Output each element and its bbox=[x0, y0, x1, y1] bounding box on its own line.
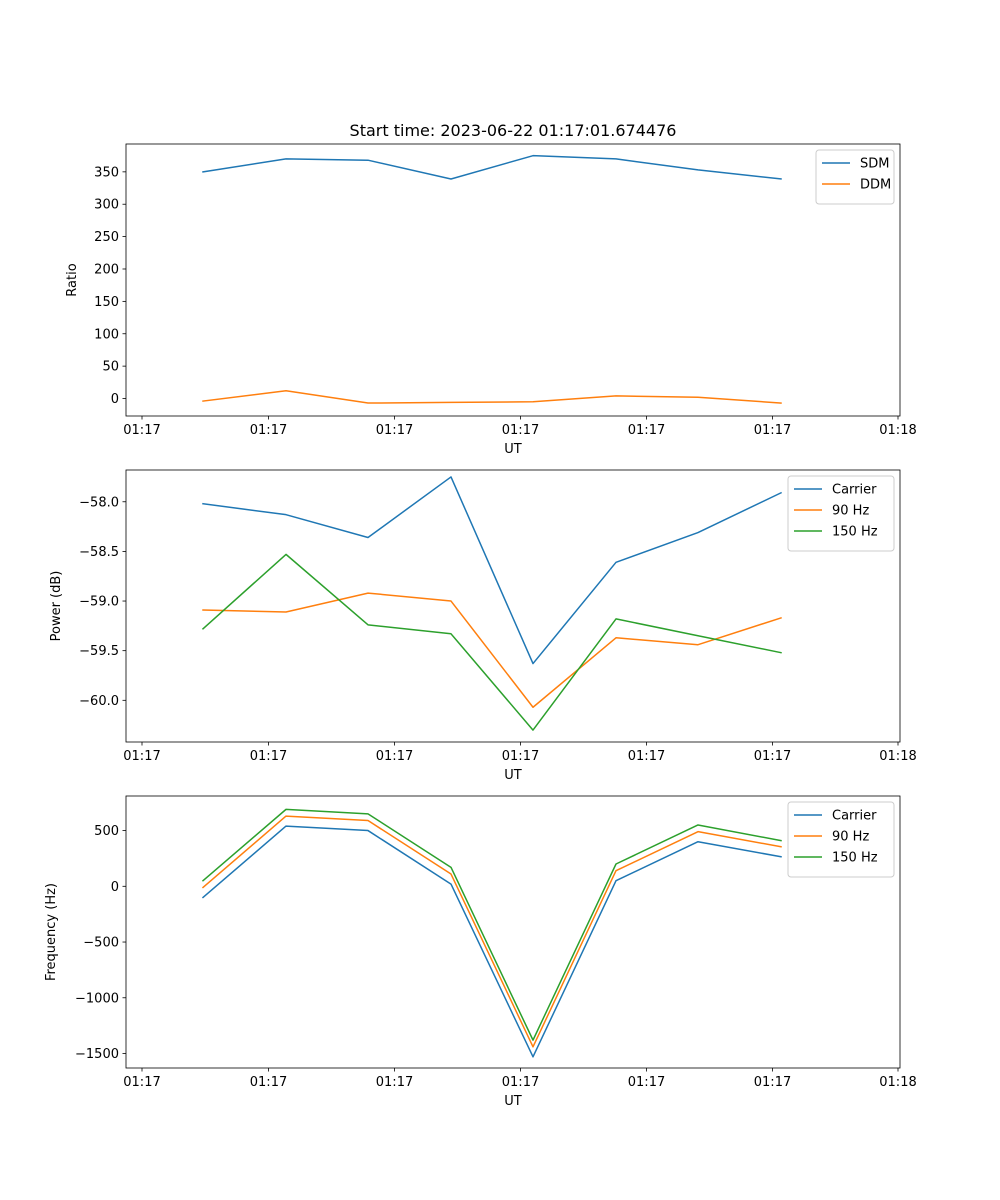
x-tick-label: 01:18 bbox=[879, 749, 916, 764]
x-tick-label: 01:17 bbox=[376, 749, 413, 764]
y-axis-label: Ratio bbox=[65, 263, 80, 296]
figure-title: Start time: 2023-06-22 01:17:01.674476 bbox=[350, 121, 677, 140]
x-tick-label: 01:17 bbox=[628, 423, 665, 438]
x-tick-label: 01:17 bbox=[376, 423, 413, 438]
y-tick-label: 0 bbox=[111, 392, 119, 407]
y-axis-label: Power (dB) bbox=[49, 571, 64, 642]
y-tick-label: −59.0 bbox=[79, 595, 119, 610]
legend-label: Carrier bbox=[832, 483, 877, 498]
series-line-90-hz bbox=[201, 815, 782, 1048]
x-tick-label: 01:17 bbox=[754, 423, 791, 438]
x-tick-label: 01:17 bbox=[502, 749, 539, 764]
y-axis-label: Frequency (Hz) bbox=[44, 883, 59, 981]
y-tick-label: 350 bbox=[94, 165, 119, 180]
y-tick-label: −60.0 bbox=[79, 694, 119, 709]
legend-label: 90 Hz bbox=[832, 830, 869, 845]
panels: 0 50 100 150 200 250 300 350 01:17 01:17 01:17 01:1… bbox=[44, 143, 917, 1109]
legend-label: SDM bbox=[860, 157, 889, 172]
x-tick-label: 01:17 bbox=[250, 749, 287, 764]
x-tick-label: 01:17 bbox=[754, 1075, 791, 1090]
y-tick-label: −500 bbox=[83, 936, 119, 951]
axes-frame bbox=[125, 795, 901, 1069]
series-line-90-hz bbox=[202, 592, 782, 709]
y-tick-label: −59.5 bbox=[79, 644, 119, 659]
series-line-150-hz bbox=[201, 808, 782, 1041]
series-line-sdm bbox=[202, 154, 782, 180]
panel-1: 0 50 100 150 200 250 300 350 01:17 01:17 01:17 01:1… bbox=[65, 143, 917, 457]
y-tick-label: 200 bbox=[94, 262, 119, 277]
panel-3: −1500 −1000 −500 0 500 01:17 01:17 01:17 01:17 01… bbox=[44, 795, 917, 1109]
panel-2: −60.0 −59.5 −59.0 −58.5 −58.0 01:17 01:17 01:17… bbox=[49, 469, 917, 783]
y-tick-label: 100 bbox=[94, 327, 119, 342]
x-tick-label: 01:17 bbox=[123, 423, 160, 438]
legend-box bbox=[787, 475, 895, 552]
x-tick-label: 01:18 bbox=[879, 423, 916, 438]
y-tick-label: 250 bbox=[94, 230, 119, 245]
x-tick-label: 01:17 bbox=[123, 1075, 160, 1090]
legend-label: 90 Hz bbox=[832, 504, 869, 519]
x-axis-label: UT bbox=[504, 1094, 522, 1109]
x-tick-label: 01:18 bbox=[879, 1075, 916, 1090]
legend-label: Carrier bbox=[832, 809, 877, 824]
y-tick-label: 150 bbox=[94, 295, 119, 310]
legend-box bbox=[787, 801, 895, 878]
y-tick-label: −1000 bbox=[75, 991, 119, 1006]
x-tick-label: 01:17 bbox=[502, 1075, 539, 1090]
x-tick-label: 01:17 bbox=[123, 749, 160, 764]
axes-frame bbox=[125, 469, 901, 743]
axes-frame bbox=[125, 143, 901, 417]
y-tick-label: −1500 bbox=[75, 1047, 119, 1062]
series-line-150-hz bbox=[201, 553, 782, 731]
x-tick-label: 01:17 bbox=[628, 749, 665, 764]
series-line-carrier bbox=[201, 825, 782, 1058]
x-axis-label: UT bbox=[504, 442, 522, 457]
y-tick-label: 50 bbox=[102, 360, 119, 375]
y-tick-label: −58.0 bbox=[79, 495, 119, 510]
x-tick-label: 01:17 bbox=[250, 1075, 287, 1090]
legend-label: 150 Hz bbox=[832, 851, 878, 866]
x-tick-label: 01:17 bbox=[250, 423, 287, 438]
legend-label: 150 Hz bbox=[832, 525, 878, 540]
legend-label: DDM bbox=[860, 178, 891, 193]
series-line-ddm bbox=[202, 389, 782, 404]
y-tick-label: 0 bbox=[111, 880, 119, 895]
x-axis-label: UT bbox=[504, 768, 522, 783]
x-tick-label: 01:17 bbox=[376, 1075, 413, 1090]
y-tick-label: 500 bbox=[94, 824, 119, 839]
y-tick-label: 300 bbox=[94, 198, 119, 213]
x-tick-label: 01:17 bbox=[754, 749, 791, 764]
series-line-carrier bbox=[202, 476, 783, 665]
y-tick-label: −58.5 bbox=[79, 545, 119, 560]
x-tick-label: 01:17 bbox=[502, 423, 539, 438]
x-tick-label: 01:17 bbox=[628, 1075, 665, 1090]
